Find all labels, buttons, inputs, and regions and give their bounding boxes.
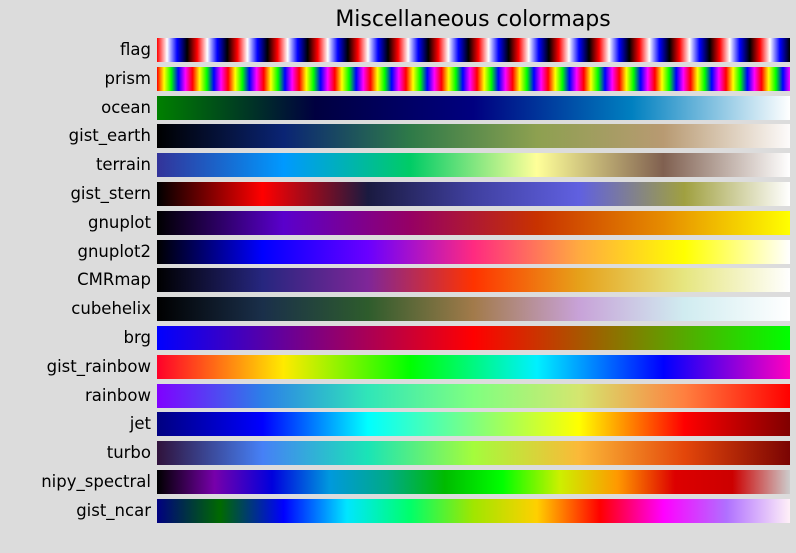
colormap-label: gist_rainbow: [46, 356, 151, 376]
colormap-bar: [157, 239, 790, 264]
colormap-label: ocean: [101, 97, 151, 117]
colormap-label: gist_earth: [68, 126, 151, 146]
colormap-bar: [157, 38, 790, 62]
colormap-row: gist_rainbow: [0, 354, 796, 379]
colormap-bar: [157, 153, 790, 178]
colormap-row: gnuplot2: [0, 239, 796, 264]
colormap-bar: [157, 412, 790, 437]
colormap-row: CMRmap: [0, 268, 796, 293]
colormap-row: jet: [0, 412, 796, 437]
colormap-row: flag: [0, 38, 796, 62]
colormap-bar: [157, 383, 790, 408]
chart-title: Miscellaneous colormaps: [335, 7, 611, 32]
colormap-row: prism: [0, 66, 796, 91]
colormap-label: gist_ncar: [76, 500, 151, 520]
colormap-row: gist_stern: [0, 182, 796, 206]
colormap-label: gnuplot: [87, 212, 151, 232]
colormap-row: gnuplot: [0, 210, 796, 235]
colormap-bar: [157, 297, 790, 322]
colormap-label: brg: [123, 328, 151, 347]
colormap-bar: [157, 470, 790, 494]
colormap-bar: [157, 124, 790, 149]
colormap-label: CMRmap: [77, 270, 151, 290]
colormap-row: cubehelix: [0, 297, 796, 322]
colormap-row: gist_ncar: [0, 498, 796, 523]
colormap-label: prism: [104, 68, 151, 88]
colormap-row: turbo: [0, 441, 796, 466]
colormap-label: jet: [129, 414, 151, 434]
colormap-bar: [157, 268, 790, 293]
colormap-bar: [157, 66, 790, 91]
colormap-bar: [157, 95, 790, 120]
colormap-label: flag: [120, 40, 151, 59]
colormap-label: turbo: [106, 443, 151, 463]
colormap-row: nipy_spectral: [0, 470, 796, 494]
colormap-bar: [157, 354, 790, 379]
colormap-row: ocean: [0, 95, 796, 120]
colormap-bar: [157, 210, 790, 235]
colormap-label: gnuplot2: [77, 241, 151, 261]
colormap-bar: [157, 182, 790, 206]
colormap-row: brg: [0, 326, 796, 350]
colormap-row: gist_earth: [0, 124, 796, 149]
colormap-label: terrain: [95, 155, 151, 175]
colormap-row: terrain: [0, 153, 796, 178]
colormap-bar: [157, 441, 790, 466]
colormap-label: nipy_spectral: [41, 472, 151, 491]
colormap-label: gist_stern: [70, 184, 151, 203]
colormap-bar: [157, 326, 790, 350]
colormap-label: rainbow: [85, 385, 151, 405]
colormap-bar: [157, 498, 790, 523]
colormap-row: rainbow: [0, 383, 796, 408]
colormap-label: cubehelix: [71, 299, 151, 319]
